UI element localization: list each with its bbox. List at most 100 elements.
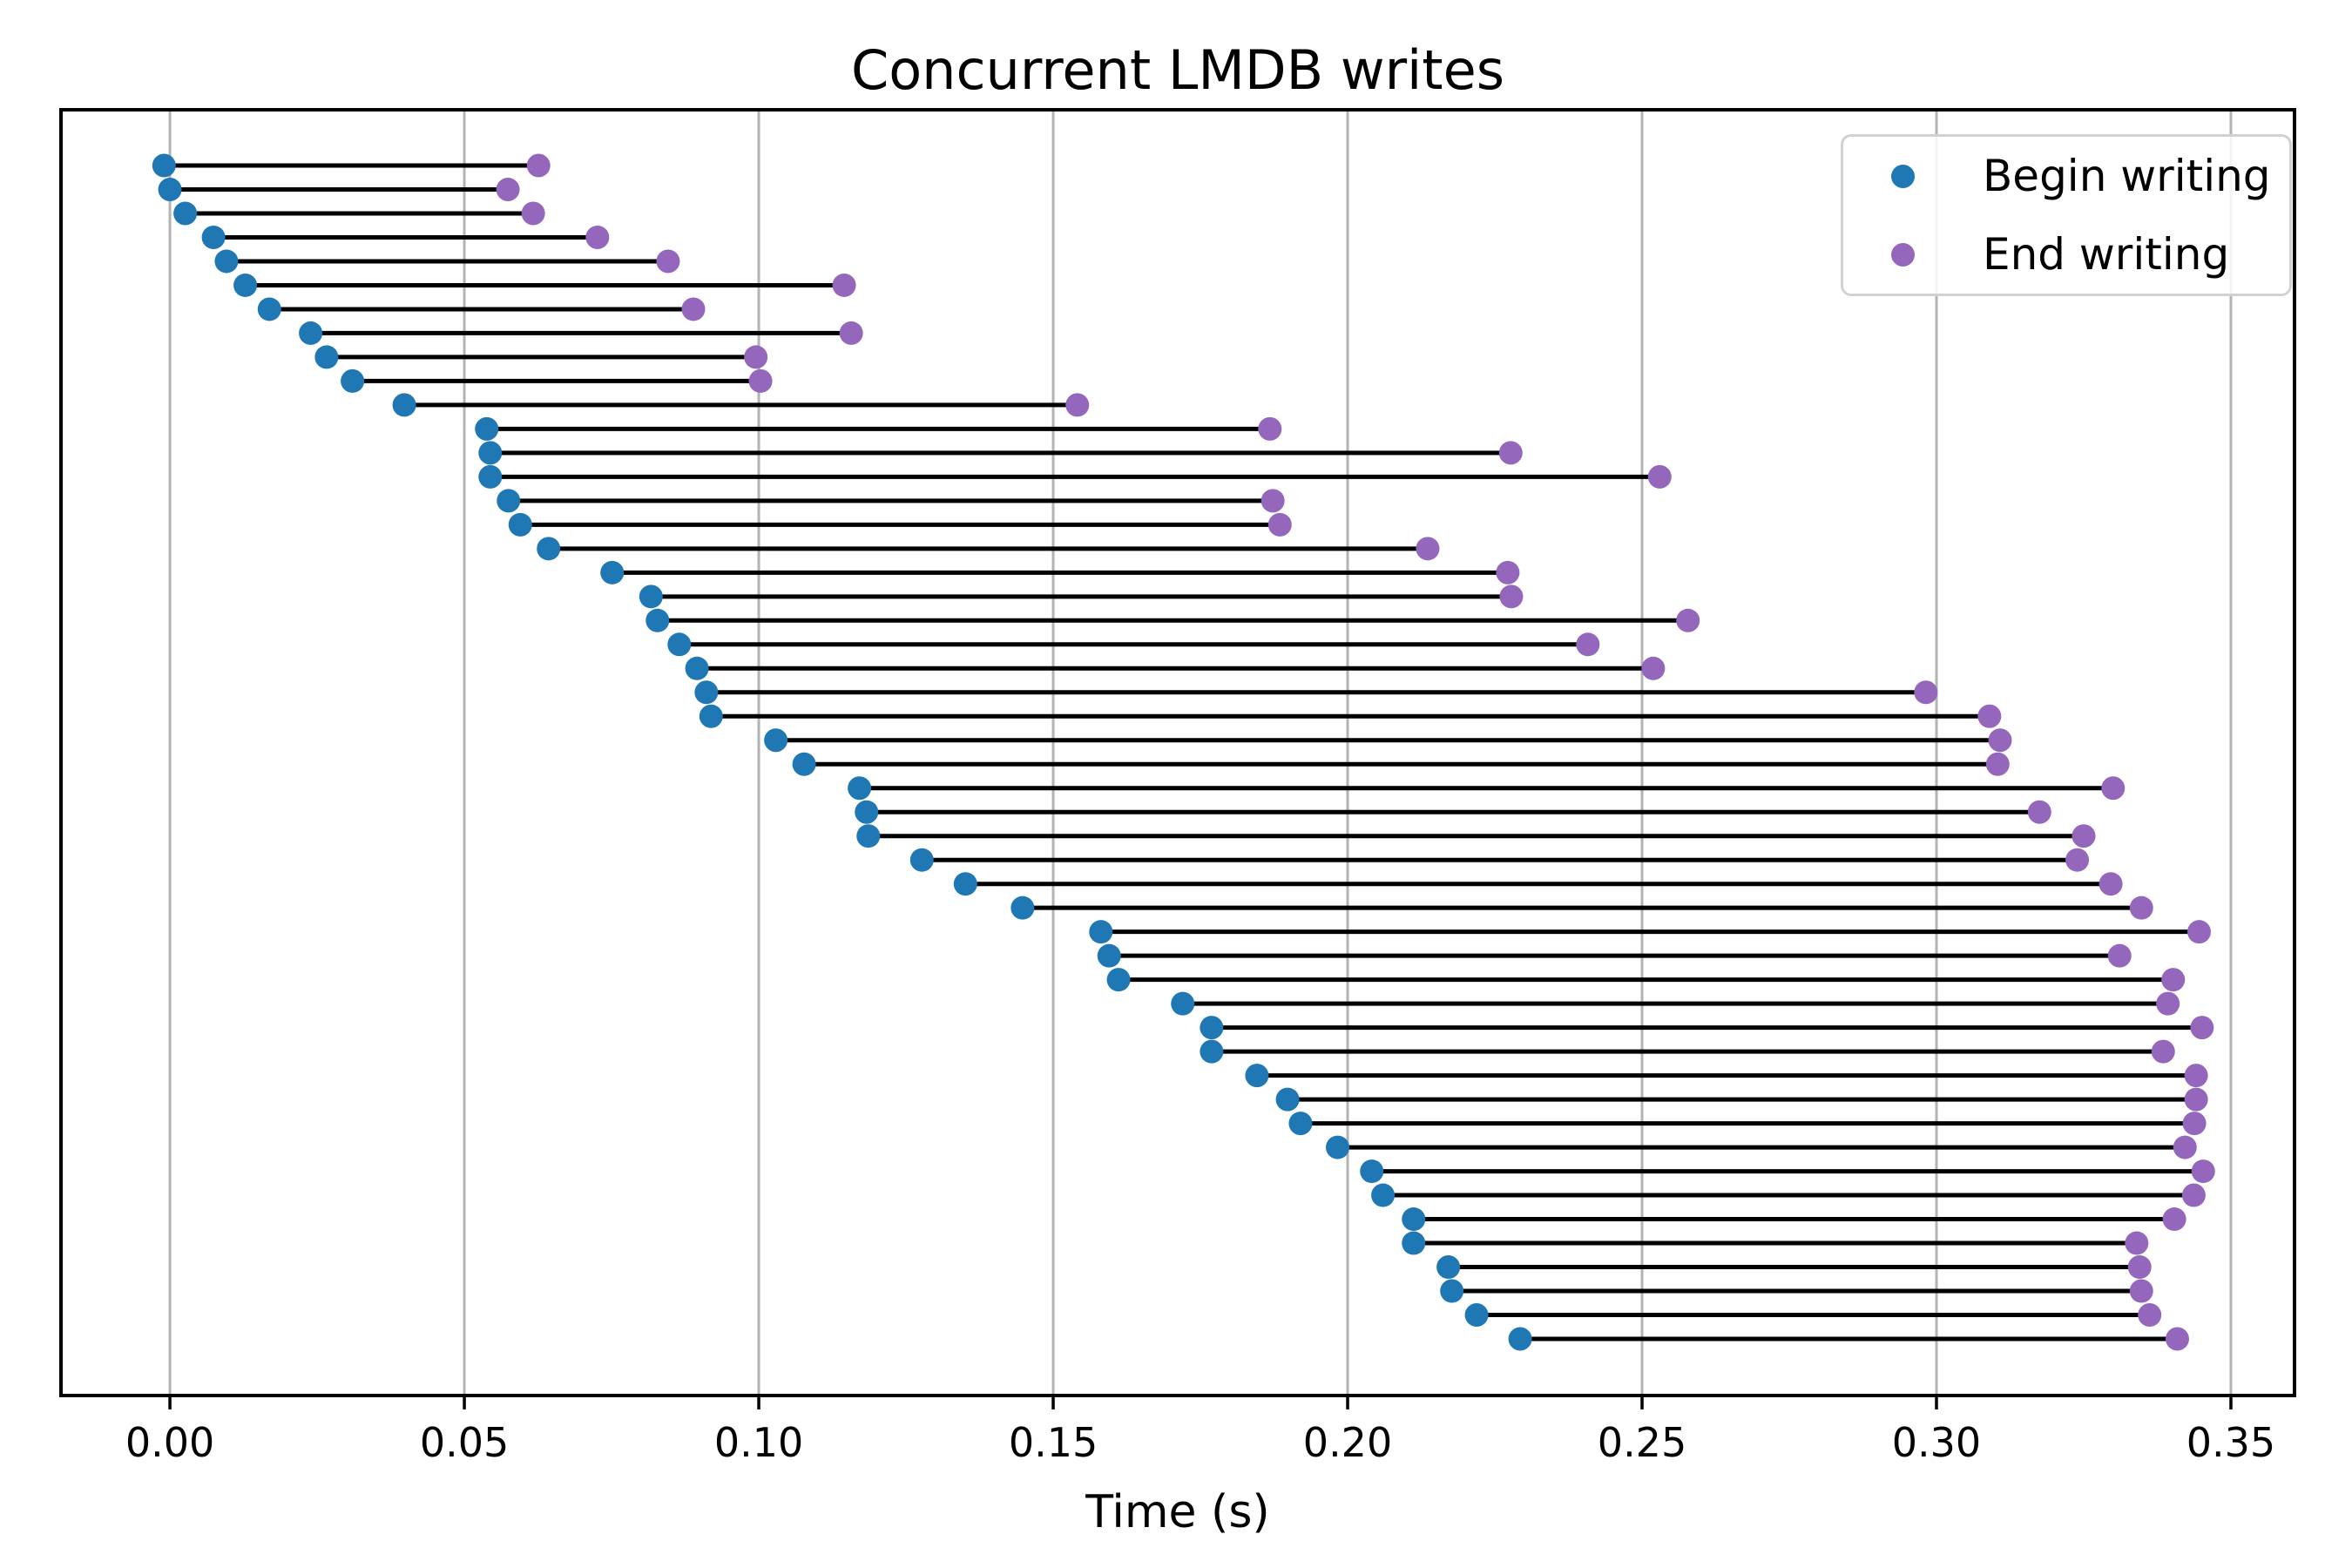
end-writing-dot [1647,464,1672,489]
writer-row [257,297,706,321]
begin-writing-dot [257,297,281,321]
begin-writing-dot [1288,1112,1313,1136]
begin-writing-dot [1200,1016,1224,1040]
writer-row [214,249,680,274]
begin-writing-dot [1245,1064,1269,1088]
writer-row [497,489,1285,513]
writer-row [1171,991,2180,1016]
end-writing-dot [2027,800,2051,824]
writer-row [667,632,1600,657]
legend-entry-begin: Begin writing [1843,141,2289,211]
tick-label: 0.35 [2186,1419,2275,1466]
end-writing-marker-icon [1891,242,1915,267]
end-writing-dot [2184,1087,2208,1112]
begin-writing-dot [214,249,239,274]
begin-writing-dot [508,512,532,537]
begin-writing-dot [1275,1087,1300,1112]
begin-writing-dot [1360,1159,1384,1184]
writer-rows [152,153,2215,1351]
end-writing-dot [748,368,773,393]
begin-writing-dot [299,321,323,345]
end-writing-dot [1499,585,1524,609]
begin-writing-dot [1171,991,1195,1016]
begin-writing-dot [848,776,872,801]
end-writing-dot [2129,896,2153,920]
writer-row [1200,1039,2175,1064]
begin-writing-dot [201,225,226,249]
end-writing-dot [2156,991,2180,1016]
end-writing-dot [2101,776,2126,801]
writer-row [1106,968,2186,992]
end-writing-dot [2190,1016,2214,1040]
writer-row [1326,1135,2197,1159]
writer-row [233,273,856,297]
end-writing-dot [2065,848,2090,872]
end-writing-dot [1258,416,1282,441]
end-writing-dot [2184,1064,2208,1088]
end-writing-dot [1496,560,1520,585]
end-writing-dot [521,201,545,226]
writer-row [1010,896,2153,920]
writer-row [1464,1303,2162,1328]
end-writing-dot [2151,1039,2175,1064]
end-writing-dot [2165,1327,2189,1351]
tick-label: 0.25 [1598,1419,1686,1466]
plot-border [59,108,2296,1397]
writer-row [792,752,2010,776]
writer-row [645,608,1700,632]
writer-row [639,585,1524,609]
end-writing-dot [1914,680,1938,705]
end-writing-dot [2186,920,2211,944]
end-writing-dot [1416,537,1440,561]
writer-row [508,512,1292,537]
end-writing-dot [681,297,706,321]
begin-writing-dot [639,585,663,609]
x-axis-ticks: 0.00 0.05 0.10 0.15 0.20 0.25 0.30 0.35 [125,1396,2275,1466]
writer-row [1402,1231,2149,1255]
begin-writing-dot [1402,1231,1426,1255]
writer-row [1371,1183,2206,1207]
end-writing-dot [2072,824,2096,848]
end-writing-dot [1977,704,2002,728]
begin-writing-marker-icon [1891,164,1915,188]
begin-writing-dot [1010,896,1035,920]
end-writing-dot [1498,441,1523,465]
writer-row [537,537,1440,561]
writer-row [314,345,768,369]
end-writing-dot [2125,1231,2149,1255]
begin-writing-dot [1440,1279,1464,1303]
writer-row [1360,1159,2215,1184]
legend-entry-end: End writing [1843,220,2289,289]
end-writing-dot [1065,393,1090,417]
writer-row [1440,1279,2153,1303]
writer-row [1436,1255,2152,1280]
end-writing-dot [585,225,610,249]
x-axis-label: Time (s) [1085,1486,1270,1538]
begin-writing-dot [600,560,625,585]
writer-row [173,201,545,226]
writer-row [1402,1207,2186,1232]
begin-writing-dot [152,153,176,178]
legend-label-begin: Begin writing [1983,151,2271,201]
end-writing-dot [832,273,856,297]
end-writing-dot [2099,872,2123,896]
writer-row [1097,943,2132,968]
tick-label: 0.15 [1009,1419,1098,1466]
begin-writing-dot [855,800,879,824]
writer-row [1275,1087,2208,1112]
writer-row [478,441,1523,465]
begin-writing-dot [1402,1207,1426,1232]
end-writing-dot [1641,656,1666,680]
end-writing-dot [496,177,520,201]
writer-row [909,848,2090,872]
writer-row [694,680,1938,705]
writer-row [392,393,1090,417]
writer-row [201,225,610,249]
writer-row [764,728,2012,753]
begin-writing-dot [1106,968,1131,992]
begin-writing-dot [233,273,258,297]
writer-row [600,560,1520,585]
writer-row [699,704,2002,728]
writer-row [341,368,773,393]
end-writing-dot [2161,968,2186,992]
